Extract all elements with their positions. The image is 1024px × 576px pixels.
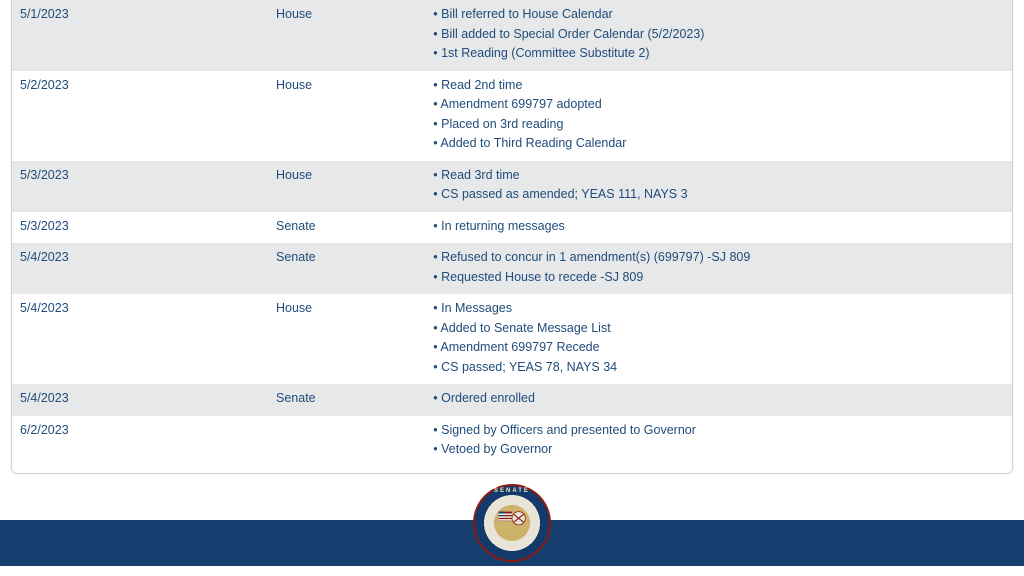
table-row: 5/4/2023Senate Ordered enrolled [12, 384, 1012, 416]
action-chamber: Senate [268, 212, 414, 244]
action-list-cell: Read 2nd timeAmendment 699797 adopted Pla… [414, 71, 1012, 161]
action-item: 1st Reading (Committee Substitute 2) [433, 45, 1004, 63]
table-row: 5/3/2023Senate In returning messages [12, 212, 1012, 244]
action-item: Placed on 3rd reading [433, 116, 1004, 134]
action-chamber [268, 416, 414, 467]
action-list: In Messages Added to Senate Message ListA… [422, 300, 1004, 376]
action-list: Ordered enrolled [422, 390, 1004, 408]
state-seal-icon: SENATE [473, 484, 551, 562]
action-list-cell: In Messages Added to Senate Message ListA… [414, 294, 1012, 384]
action-item: Bill added to Special Order Calendar (5/… [433, 26, 1004, 44]
action-chamber: House [268, 294, 414, 384]
action-list-cell: Signed by Officers and presented to Gove… [414, 416, 1012, 467]
action-list: Read 3rd timeCS passed as amended; YEAS … [422, 167, 1004, 204]
action-date: 5/4/2023 [12, 243, 268, 294]
action-list: Bill referred to House Calendar Bill adde… [422, 6, 1004, 63]
action-item: Read 2nd time [433, 77, 1004, 95]
action-item: Requested House to recede -SJ 809 [433, 269, 1004, 287]
action-list-cell: Refused to concur in 1 amendment(s) (699… [414, 243, 1012, 294]
seal-flags-icon [493, 504, 531, 542]
action-list: Signed by Officers and presented to Gove… [422, 422, 1004, 459]
bill-history-panel: 5/1/2023HouseBill referred to House Cale… [11, 0, 1013, 474]
bill-history-table: 5/1/2023HouseBill referred to House Cale… [12, 0, 1012, 467]
action-chamber: House [268, 161, 414, 212]
action-date: 5/4/2023 [12, 384, 268, 416]
table-row: 5/4/2023Senate Refused to concur in 1 ame… [12, 243, 1012, 294]
action-list: Read 2nd timeAmendment 699797 adopted Pla… [422, 77, 1004, 153]
action-chamber: House [268, 0, 414, 71]
action-chamber: Senate [268, 384, 414, 416]
action-date: 6/2/2023 [12, 416, 268, 467]
action-item: In returning messages [433, 218, 1004, 236]
action-list: In returning messages [422, 218, 1004, 236]
action-date: 5/3/2023 [12, 161, 268, 212]
action-list-cell: In returning messages [414, 212, 1012, 244]
action-list-cell: Ordered enrolled [414, 384, 1012, 416]
action-item: Refused to concur in 1 amendment(s) (699… [433, 249, 1004, 267]
action-date: 5/2/2023 [12, 71, 268, 161]
seal-top-text: SENATE [475, 488, 549, 494]
table-row: 5/2/2023HouseRead 2nd timeAmendment 6997… [12, 71, 1012, 161]
table-row: 5/4/2023House In Messages Added to Senate … [12, 294, 1012, 384]
action-item: In Messages [433, 300, 1004, 318]
action-list-cell: Bill referred to House Calendar Bill adde… [414, 0, 1012, 71]
table-row: 6/2/2023 Signed by Officers and presented… [12, 416, 1012, 467]
action-chamber: Senate [268, 243, 414, 294]
table-row: 5/1/2023HouseBill referred to House Cale… [12, 0, 1012, 71]
action-item: Added to Senate Message List [433, 320, 1004, 338]
action-item: Amendment 699797 adopted [433, 96, 1004, 114]
action-item: Signed by Officers and presented to Gove… [433, 422, 1004, 440]
action-list: Refused to concur in 1 amendment(s) (699… [422, 249, 1004, 286]
table-row: 5/3/2023HouseRead 3rd timeCS passed as a… [12, 161, 1012, 212]
action-item: Vetoed by Governor [433, 441, 1004, 459]
action-item: Amendment 699797 Recede [433, 339, 1004, 357]
action-list-cell: Read 3rd timeCS passed as amended; YEAS … [414, 161, 1012, 212]
action-date: 5/3/2023 [12, 212, 268, 244]
action-date: 5/4/2023 [12, 294, 268, 384]
action-item: Bill referred to House Calendar [433, 6, 1004, 24]
action-item: CS passed; YEAS 78, NAYS 34 [433, 359, 1004, 377]
action-item: Read 3rd time [433, 167, 1004, 185]
action-chamber: House [268, 71, 414, 161]
action-item: Added to Third Reading Calendar [433, 135, 1004, 153]
action-item: Ordered enrolled [433, 390, 1004, 408]
action-item: CS passed as amended; YEAS 111, NAYS 3 [433, 186, 1004, 204]
action-date: 5/1/2023 [12, 0, 268, 71]
site-footer: SENATE [0, 474, 1024, 492]
